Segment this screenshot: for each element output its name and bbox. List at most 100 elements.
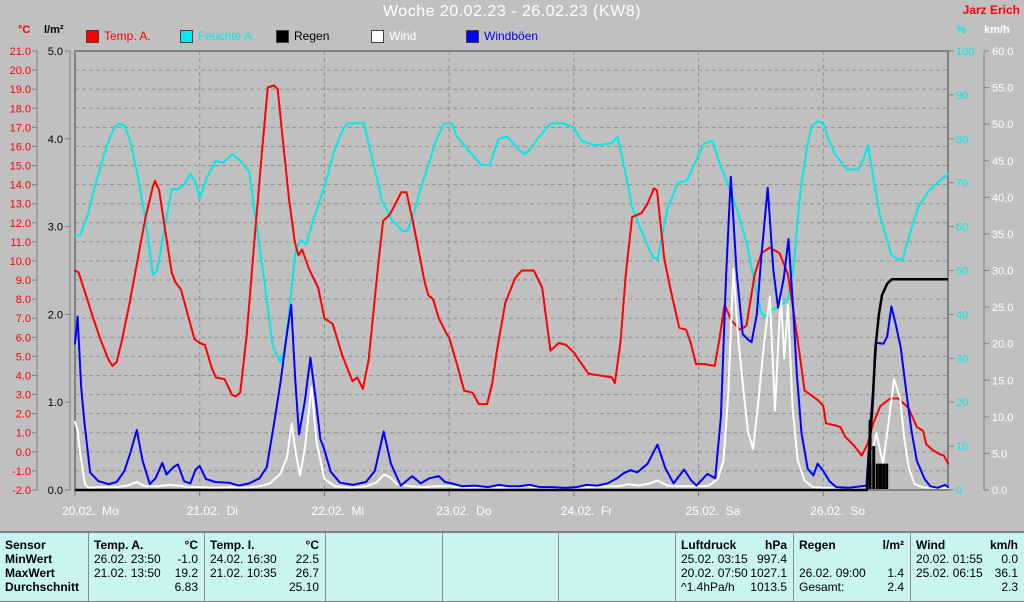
rain-axis-tick-label: 5.0 bbox=[48, 46, 63, 58]
maxwert-label: 25.02. 06:15 bbox=[916, 566, 983, 580]
sensor-header-label: Temp. A. bbox=[94, 538, 144, 552]
legend-item-windb-en: Windböen bbox=[466, 29, 538, 43]
row-label-maxwert-label: MaxWert bbox=[5, 566, 55, 580]
minwert-label: 20.02. 01:55 bbox=[916, 552, 983, 566]
day-axis-label: 20.02. Mo bbox=[62, 504, 119, 518]
durchschnitt: 2.3 bbox=[911, 580, 1024, 594]
humidity-axis-tick-label: 70 bbox=[956, 178, 968, 190]
sensor-header-label: Wind bbox=[916, 538, 946, 552]
wind-axis-tick-label: 25.0 bbox=[992, 302, 1013, 314]
minwert-label: 26.02. 23:50 bbox=[94, 552, 161, 566]
minwert: 24.02. 16:30 22.5 bbox=[205, 552, 325, 566]
durchschnitt: 25.10 bbox=[205, 580, 325, 594]
row-label-sensor-label: Sensor bbox=[5, 538, 46, 552]
minwert-value: 0.0 bbox=[1001, 552, 1018, 566]
sensor-header-value: km/h bbox=[989, 538, 1018, 552]
wind-axis-tick-label: 5.0 bbox=[992, 448, 1007, 460]
weather-chart: 21.0 20.0 19.0 18.0 17.0 16.0 15.0 14.0 13.0 12.0… bbox=[10, 46, 1014, 518]
temp-axis-tick-label: 11.0 bbox=[10, 237, 31, 249]
legend-item-feuchte-a-: Feuchte A. bbox=[180, 29, 255, 43]
rain-axis-tick-label: 4.0 bbox=[48, 134, 63, 146]
minwert-label: 25.02. 03:15 bbox=[681, 552, 748, 566]
legend-swatch-icon bbox=[276, 29, 289, 43]
sensor-header: Temp. I. °C bbox=[205, 538, 325, 552]
temp-axis-tick-label: 6.0 bbox=[16, 332, 31, 344]
day-axis-label: 23.02. Do bbox=[436, 504, 492, 518]
humidity-axis-tick-label: 50 bbox=[956, 266, 968, 278]
day-axis-label: 24.02. Fr bbox=[561, 504, 612, 518]
minwert: 26.02. 23:50 -1.0 bbox=[89, 552, 204, 566]
temp-axis-tick-label: 21.0 bbox=[10, 46, 31, 58]
maxwert-value: 19.2 bbox=[174, 566, 198, 580]
wind-axis-tick-label: 60.0 bbox=[992, 46, 1013, 58]
temp-axis-tick-label: 7.0 bbox=[16, 313, 31, 325]
durchschnitt-value: 25.10 bbox=[288, 580, 319, 594]
maxwert-label: 21.02. 13:50 bbox=[94, 566, 161, 580]
series-temp-a- bbox=[74, 84, 949, 465]
humidity-axis-tick-label: 0 bbox=[956, 485, 962, 497]
legend-swatch-icon bbox=[180, 29, 193, 43]
day-axis-label: 22.02. Mi bbox=[311, 504, 364, 518]
legend-swatch-icon bbox=[466, 29, 479, 43]
humidity-axis-tick-label: 90 bbox=[956, 90, 968, 102]
legend-swatch-icon bbox=[371, 29, 384, 43]
temp-axis-unit: °C bbox=[18, 24, 31, 36]
series-regen-summe bbox=[75, 278, 948, 492]
temp-axis-tick-label: 3.0 bbox=[16, 390, 31, 402]
maxwert: 21.02. 13:50 19.2 bbox=[89, 566, 204, 580]
table-column-empty bbox=[442, 533, 558, 601]
sensor-header: Temp. A. °C bbox=[89, 538, 204, 552]
temp-axis-tick-label: 2.0 bbox=[16, 409, 31, 421]
chart-legend: Temp. A. Feuchte A. Regen Wind Windböen bbox=[0, 29, 1024, 45]
table-column-regen: Regen l/m² 26.02. 09:00 1.4 Gesamt: 2.4 bbox=[793, 533, 910, 601]
rain-axis-tick-label: 1.0 bbox=[48, 397, 63, 409]
row-label-minwert-label: MinWert bbox=[5, 552, 53, 566]
sensor-header-value: °C bbox=[184, 538, 198, 552]
temp-axis-tick-label: 8.0 bbox=[16, 294, 31, 306]
minwert-value: 997.4 bbox=[756, 552, 787, 566]
humidity-axis-tick-label: 20 bbox=[956, 397, 968, 409]
series-feuchte-a- bbox=[74, 120, 949, 364]
wind-axis-tick-label: 30.0 bbox=[992, 266, 1013, 278]
sensor-header-label: Temp. I. bbox=[210, 538, 255, 552]
maxwert-value: 1027.1 bbox=[750, 566, 787, 580]
legend-label: Wind bbox=[389, 29, 417, 43]
temp-axis-tick-label: -1.0 bbox=[12, 466, 31, 478]
wind-axis-tick-label: 40.0 bbox=[992, 192, 1013, 204]
maxwert: 26.02. 09:00 1.4 bbox=[794, 566, 910, 580]
rain-axis-tick-label: 2.0 bbox=[48, 309, 63, 321]
wind-axis-tick-label: 35.0 bbox=[992, 229, 1013, 241]
author-name: Jarz Erich bbox=[962, 3, 1020, 17]
temp-axis-tick-label: 9.0 bbox=[16, 275, 31, 287]
table-column-temp-i-: Temp. I. °C 24.02. 16:30 22.5 21.02. 10:35 26… bbox=[204, 533, 325, 601]
table-column-wind: Wind km/h 20.02. 01:55 0.0 25.02. 06:15 36.1 2… bbox=[910, 533, 1024, 601]
temp-axis-tick-label: 4.0 bbox=[16, 370, 31, 382]
temp-axis-tick-label: 15.0 bbox=[10, 161, 31, 173]
plot-border bbox=[74, 50, 949, 491]
humidity-axis-tick-label: 40 bbox=[956, 309, 968, 321]
temp-axis-tick-label: 20.0 bbox=[10, 65, 31, 77]
sensor-header-value: hPa bbox=[764, 538, 787, 552]
durchschnitt-value: 2.4 bbox=[887, 580, 904, 594]
day-axis-label: 25.02. Sa bbox=[686, 504, 741, 518]
day-axis-label: 21.02. Di bbox=[187, 504, 238, 518]
table-column-temp-a-: Temp. A. °C 26.02. 23:50 -1.0 21.02. 13:50 19… bbox=[88, 533, 204, 601]
table-label-column: Sensor MinWert MaxWert Durchschnitt bbox=[0, 533, 88, 601]
minwert: 20.02. 01:55 0.0 bbox=[911, 552, 1024, 566]
sensor-header-value: l/m² bbox=[882, 538, 904, 552]
minwert: 25.02. 03:15 997.4 bbox=[676, 552, 793, 566]
maxwert-label: 26.02. 09:00 bbox=[799, 566, 866, 580]
temp-axis-tick-label: -2.0 bbox=[12, 485, 31, 497]
temp-axis-tick-label: 16.0 bbox=[10, 141, 31, 153]
temp-axis-tick-label: 14.0 bbox=[10, 180, 31, 192]
maxwert: 25.02. 06:15 36.1 bbox=[911, 566, 1024, 580]
sensor-header: Wind km/h bbox=[911, 538, 1024, 552]
series-wind bbox=[74, 268, 949, 490]
rain-axis-tick-label: 3.0 bbox=[48, 222, 63, 234]
legend-label: Regen bbox=[294, 29, 330, 43]
maxwert-label: 21.02. 10:35 bbox=[210, 566, 277, 580]
wind-axis-tick-label: 15.0 bbox=[992, 375, 1013, 387]
durchschnitt: 6.83 bbox=[89, 580, 204, 594]
sensor-header-value: °C bbox=[305, 538, 319, 552]
